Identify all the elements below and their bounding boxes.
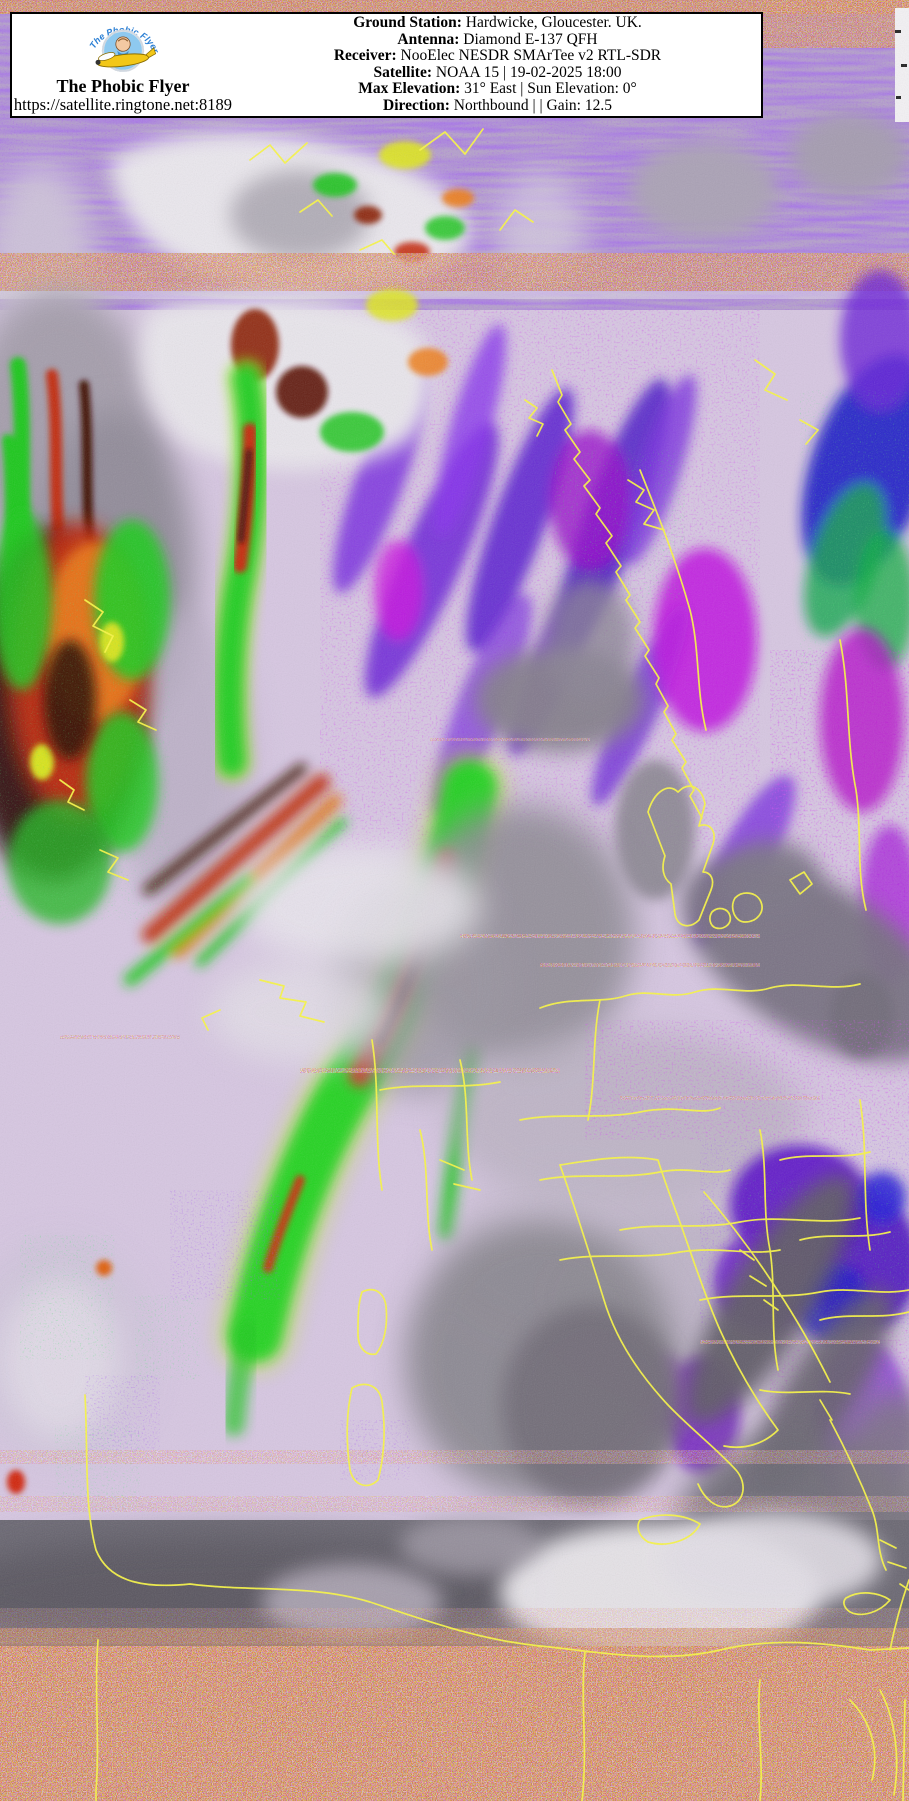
info-line-direction: Direction: Northbound | | Gain: 12.5 — [383, 96, 612, 115]
station-title: The Phobic Flyer — [56, 76, 190, 96]
info-value: Hardwicke, Gloucester. UK. — [465, 14, 642, 31]
station-url: https://satellite.ringtone.net:8189 — [13, 95, 233, 114]
info-value: NooElec NESDR SMArTee v2 RTL-SDR — [400, 47, 662, 65]
station-identity: The Phobic Flyer The Phobic Flyer https:… — [12, 14, 234, 116]
info-label: Direction: — [383, 96, 450, 114]
info-value: Diamond E-137 QFH — [463, 30, 598, 48]
info-label: Max Elevation: — [358, 80, 461, 98]
phobic-flyer-logo-icon: The Phobic Flyer — [88, 25, 161, 73]
info-label: Ground Station: — [353, 14, 462, 31]
info-value: 31° East | Sun Elevation: 0° — [464, 80, 637, 98]
pass-details: Ground Station: Hardwicke, Gloucester. U… — [234, 14, 761, 116]
info-label: Satellite: — [373, 63, 432, 81]
info-line-receiver: Receiver: NooElec NESDR SMArTee v2 RTL-S… — [333, 47, 662, 65]
station-info-panel: The Phobic Flyer The Phobic Flyer https:… — [10, 12, 763, 118]
info-line-ground-station: Ground Station: Hardwicke, Gloucester. U… — [353, 14, 642, 32]
info-line-satellite: Satellite: NOAA 15 | 19-02-2025 18:00 — [373, 63, 622, 82]
info-line-antenna: Antenna: Diamond E-137 QFH — [397, 30, 598, 49]
info-label: Antenna: — [397, 30, 460, 48]
info-value: NOAA 15 | 19-02-2025 18:00 — [435, 63, 622, 81]
info-value: Northbound | | Gain: 12.5 — [453, 96, 612, 114]
info-label: Receiver: — [333, 47, 397, 65]
info-line-max-elevation: Max Elevation: 31° East | Sun Elevation:… — [358, 81, 637, 98]
